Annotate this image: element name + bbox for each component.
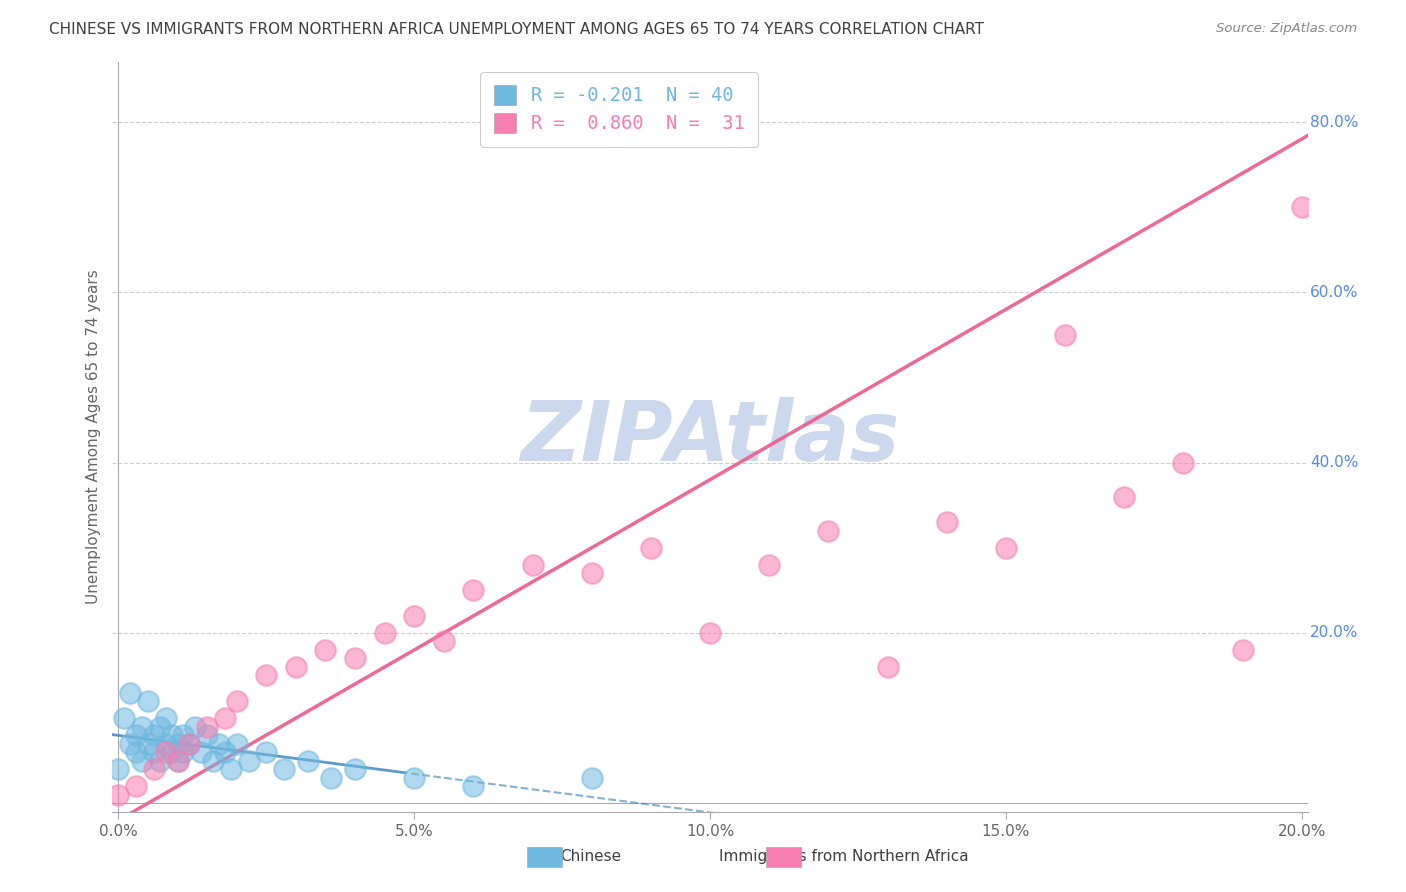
Point (225, 694, 247, 708)
Point (131, 720, 153, 734)
Point (172, 728, 194, 742)
Point (219, 762, 242, 776)
Point (1173, 456, 1195, 470)
Point (758, 558, 780, 572)
Point (160, 745, 183, 759)
Point (817, 524, 839, 538)
Point (166, 754, 188, 768)
Point (195, 728, 218, 742)
Point (120, 737, 142, 751)
Point (273, 762, 295, 776)
Point (166, 754, 188, 768)
Point (131, 754, 153, 768)
Point (640, 541, 662, 555)
Point (1114, 490, 1136, 504)
Point (142, 762, 165, 776)
Text: ZIPAtlas: ZIPAtlas (520, 397, 900, 477)
Point (876, 660, 898, 674)
Point (155, 745, 177, 759)
Point (214, 711, 236, 725)
Point (125, 779, 148, 793)
Point (581, 771, 603, 785)
Point (404, 608, 426, 623)
Point (179, 737, 201, 751)
Point (433, 634, 456, 648)
Point (195, 720, 218, 734)
Point (463, 779, 485, 793)
Text: Chinese: Chinese (560, 849, 621, 863)
Point (344, 762, 367, 776)
Point (120, 685, 142, 699)
Point (208, 737, 231, 751)
Point (225, 737, 247, 751)
Point (107, 762, 129, 776)
Point (1232, 643, 1254, 657)
Point (166, 737, 188, 751)
Point (1291, 200, 1313, 214)
Text: 80.0%: 80.0% (1310, 114, 1358, 129)
Point (463, 583, 485, 598)
Point (522, 558, 544, 572)
Point (254, 745, 277, 759)
Point (581, 566, 603, 581)
Point (142, 745, 165, 759)
Text: Source: ZipAtlas.com: Source: ZipAtlas.com (1216, 22, 1357, 36)
Point (374, 626, 396, 640)
Point (136, 737, 159, 751)
Point (155, 737, 177, 751)
Point (142, 728, 165, 742)
Point (190, 745, 212, 759)
Point (314, 643, 336, 657)
Point (125, 728, 148, 742)
Text: 40.0%: 40.0% (1310, 455, 1358, 470)
Point (184, 720, 207, 734)
Legend: R = -0.201  N = 40, R =  0.860  N =  31: R = -0.201 N = 40, R = 0.860 N = 31 (481, 72, 758, 146)
Point (160, 728, 183, 742)
Point (136, 694, 159, 708)
Point (107, 788, 129, 802)
Point (179, 737, 201, 751)
Point (125, 745, 148, 759)
Point (172, 745, 194, 759)
Point (149, 720, 172, 734)
Point (149, 754, 172, 768)
Point (994, 541, 1017, 555)
Point (254, 668, 277, 682)
Point (214, 745, 236, 759)
Point (344, 651, 367, 665)
Point (699, 626, 721, 640)
Point (297, 754, 319, 768)
Text: CHINESE VS IMMIGRANTS FROM NORTHERN AFRICA UNEMPLOYMENT AMONG AGES 65 TO 74 YEAR: CHINESE VS IMMIGRANTS FROM NORTHERN AFRI… (49, 22, 984, 37)
Point (155, 711, 177, 725)
Point (284, 660, 307, 674)
Point (112, 711, 135, 725)
Text: 60.0%: 60.0% (1310, 285, 1358, 300)
Text: Immigrants from Northern Africa: Immigrants from Northern Africa (718, 849, 969, 863)
Text: 20.0%: 20.0% (1310, 625, 1358, 640)
Point (1053, 327, 1076, 342)
Point (404, 771, 426, 785)
Point (321, 771, 343, 785)
Point (202, 754, 225, 768)
Y-axis label: Unemployment Among Ages 65 to 74 years: Unemployment Among Ages 65 to 74 years (86, 269, 101, 605)
Point (935, 515, 957, 529)
Point (238, 754, 260, 768)
